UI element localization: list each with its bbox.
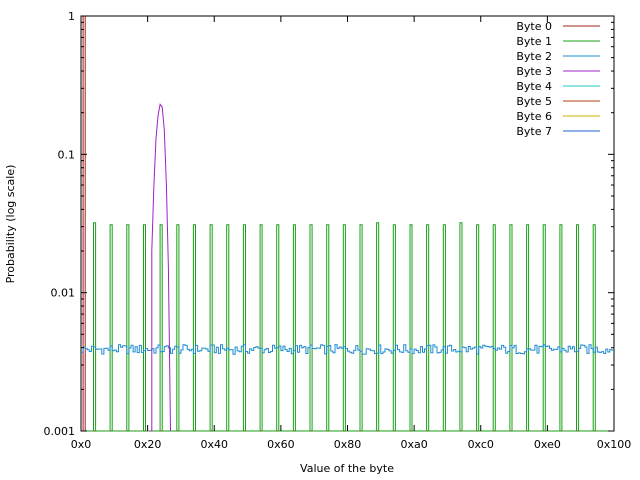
x-tick-label: 0xa0	[401, 438, 428, 451]
legend-label: Byte 7	[516, 125, 552, 138]
x-tick-label: 0x100	[597, 438, 632, 451]
series-line-3	[149, 103, 171, 432]
legend-label: Byte 1	[516, 35, 552, 48]
x-axis-label: Value of the byte	[300, 462, 394, 475]
legend-label: Byte 2	[516, 50, 552, 63]
x-tick-label: 0x40	[200, 438, 228, 451]
series-line-2	[81, 344, 614, 355]
x-tick-label: 0xe0	[534, 438, 561, 451]
plot-frame	[80, 15, 615, 432]
y-tick-label: 0.001	[44, 425, 76, 438]
ticks-layer: 0x0 0x20 0x40 0x60 0x80 0xa0 0xc0 0xe0 0x100 0.00…	[44, 10, 632, 451]
legend-label: Byte 0	[516, 20, 552, 33]
x-tick-label: 0x80	[334, 438, 362, 451]
series-line-1	[81, 222, 614, 432]
x-tick-label: 0x0	[71, 438, 92, 451]
y-tick-label: 0.1	[58, 148, 76, 161]
series-line-0	[81, 15, 614, 432]
y-tick-label: 1	[68, 10, 75, 23]
x-tick-label: 0x60	[267, 438, 295, 451]
y-tick-label: 0.01	[51, 287, 76, 300]
legend: Byte 0 Byte 1 Byte 2 Byte 3 Byte 4 Byte 5 Byte…	[516, 20, 600, 138]
legend-label: Byte 3	[516, 65, 552, 78]
legend-label: Byte 4	[516, 80, 552, 93]
series-layer	[81, 15, 614, 432]
x-tick-label: 0xc0	[468, 438, 494, 451]
x-tick-label: 0x20	[134, 438, 162, 451]
y-axis-label: Probability (log scale)	[4, 165, 17, 284]
legend-label: Byte 6	[516, 110, 552, 123]
legend-label: Byte 5	[516, 95, 552, 108]
